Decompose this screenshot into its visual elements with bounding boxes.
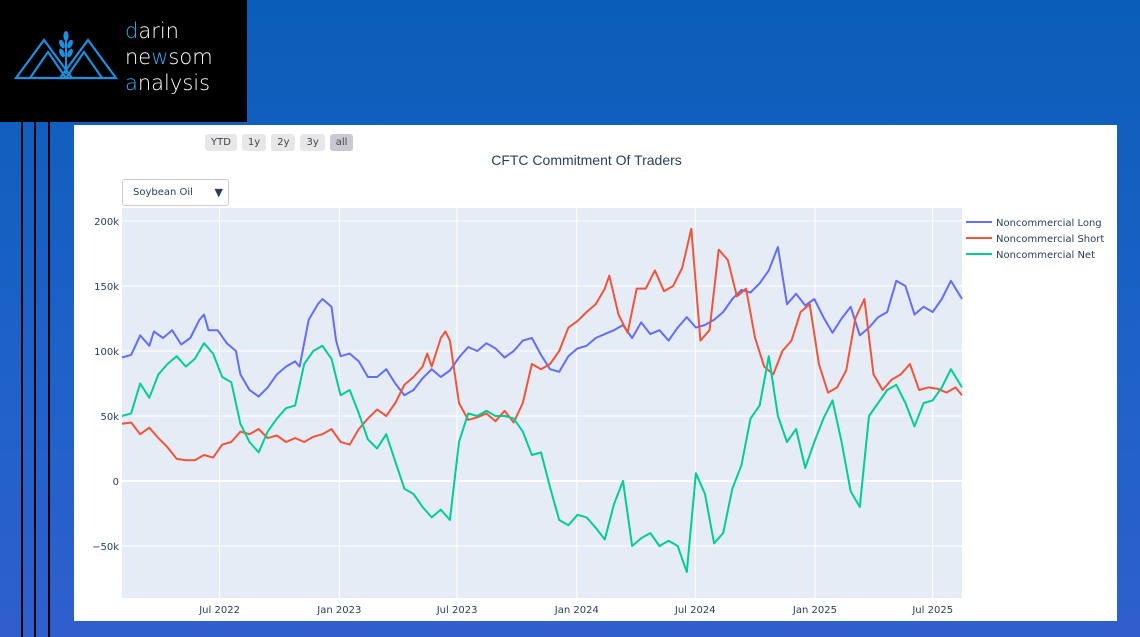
x-tick-label: Jul 2023	[436, 605, 478, 616]
range-button-ytd[interactable]: YTD	[205, 134, 237, 151]
range-button-1y[interactable]: 1y	[241, 134, 267, 151]
y-tick-label: −50k	[92, 542, 119, 553]
left-rail	[21, 122, 23, 637]
chart-panel: YTD 1y 2y 3y all CFTC Commitment Of Trad…	[74, 125, 1117, 621]
x-tick-label: Jul 2022	[198, 605, 240, 616]
caret-down-icon: ▼	[214, 186, 223, 199]
cot-line-chart: −50k 0 50k 100k 150k 200k Jul 2022 Jan 2023 Jul…	[92, 208, 1104, 616]
series-line-noncommercial-long	[121, 246, 963, 398]
x-tick-label: Jan 2023	[316, 605, 361, 616]
range-button-2y[interactable]: 2y	[271, 134, 296, 151]
legend-label[interactable]: Noncommercial Short	[996, 234, 1104, 245]
range-selector: YTD 1y 2y 3y all	[205, 134, 354, 151]
range-button-all[interactable]: all	[329, 134, 354, 151]
brand-line-2: newsom	[125, 45, 213, 69]
y-tick-label: 0	[113, 477, 119, 488]
dropdown-selected-value: Soybean Oil	[133, 187, 193, 198]
commodity-dropdown[interactable]: Soybean Oil ▼	[122, 179, 229, 206]
series-line-noncommercial-net	[121, 342, 963, 573]
brand-line-1: darin	[125, 19, 179, 43]
legend-label[interactable]: Noncommercial Net	[996, 250, 1095, 261]
left-rail	[48, 122, 50, 637]
brand-wordmark: darin newsom analysis	[125, 18, 213, 96]
x-tick-label: Jul 2025	[911, 605, 953, 616]
legend-label[interactable]: Noncommercial Long	[996, 218, 1102, 229]
brand-logo: darin newsom analysis	[0, 0, 247, 122]
x-tick-label: Jul 2024	[674, 605, 716, 616]
x-tick-label: Jan 2024	[554, 605, 599, 616]
brand-line-3: analysis	[125, 71, 211, 95]
y-tick-label: 150k	[94, 282, 119, 293]
y-tick-label: 50k	[100, 412, 119, 423]
left-rail	[34, 122, 36, 637]
x-tick-label: Jan 2025	[792, 605, 837, 616]
range-button-3y[interactable]: 3y	[300, 134, 325, 151]
mountain-wheat-icon	[14, 31, 118, 80]
y-tick-label: 200k	[94, 217, 119, 228]
chart-title: CFTC Commitment Of Traders	[491, 152, 682, 168]
plot-area	[122, 208, 962, 598]
y-tick-label: 100k	[94, 347, 119, 358]
